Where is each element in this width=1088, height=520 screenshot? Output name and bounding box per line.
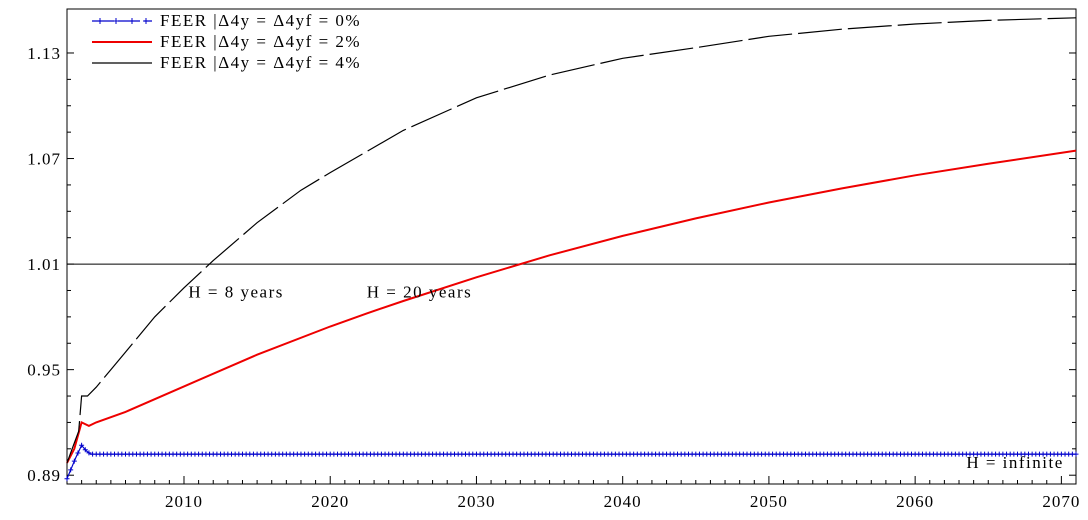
annotation-label: H = 20 years <box>367 283 472 302</box>
x-tick-label: 2010 <box>165 492 203 511</box>
x-tick-label: 2030 <box>457 492 495 511</box>
series-marker <box>82 447 88 453</box>
legend-marker <box>113 18 119 24</box>
series-marker <box>68 467 74 473</box>
series-line-1 <box>66 444 1076 479</box>
series-marker <box>64 476 70 482</box>
series-marker <box>75 450 81 456</box>
series-marker <box>1073 451 1079 457</box>
series-group <box>64 17 1079 482</box>
plot-frame <box>66 8 1077 485</box>
x-tick-label: 2020 <box>311 492 349 511</box>
legend-label: FEER |Δ4y = Δ4yf = 2% <box>160 32 361 51</box>
legend-marker <box>143 18 149 24</box>
legend: FEER |Δ4y = Δ4yf = 0% FEER |Δ4y = Δ4yf = … <box>92 11 361 72</box>
legend-label: FEER |Δ4y = Δ4yf = 0% <box>160 11 361 30</box>
annotation-label: H = 8 years <box>188 283 283 302</box>
x-tick-label: 2070 <box>1042 492 1080 511</box>
legend-label: FEER |Δ4y = Δ4yf = 4% <box>160 53 361 72</box>
legend-marker <box>97 18 103 24</box>
series-line-3 <box>66 17 1077 464</box>
series-marker <box>86 450 92 456</box>
y-tick-label: 1.01 <box>27 255 61 274</box>
y-tick-label: 1.07 <box>27 150 61 169</box>
ticks: 0.89 0.95 1.01 1.07 1.13 2010 2020 2030 2040 2050… <box>27 44 1080 511</box>
series-marker <box>71 458 77 464</box>
x-tick-label: 2040 <box>604 492 642 511</box>
series-line-2 <box>66 149 1077 464</box>
legend-marker <box>129 18 135 24</box>
series-marker <box>79 442 85 448</box>
annotations: H = 8 years H = 20 years H = infinite <box>188 283 1063 473</box>
x-tick-label: 2060 <box>896 492 934 511</box>
x-tick-label: 2050 <box>750 492 788 511</box>
y-tick-label: 0.89 <box>27 466 61 485</box>
y-tick-label: 0.95 <box>27 361 61 380</box>
annotation-label: H = infinite <box>966 453 1063 472</box>
y-tick-label: 1.13 <box>27 44 61 63</box>
